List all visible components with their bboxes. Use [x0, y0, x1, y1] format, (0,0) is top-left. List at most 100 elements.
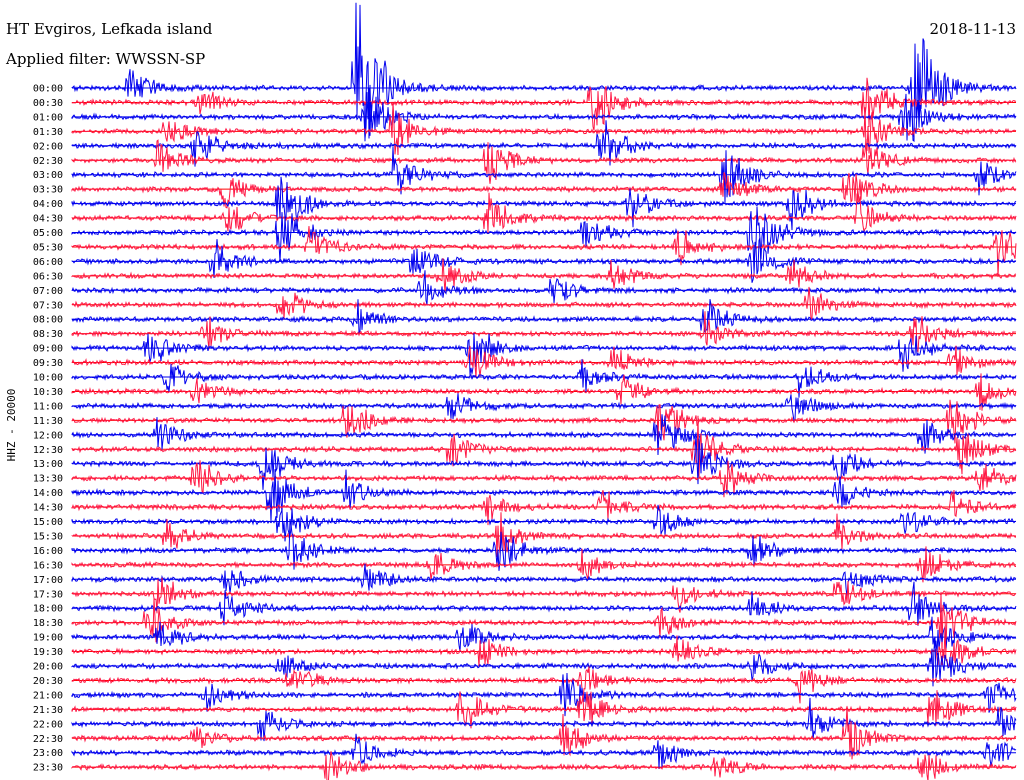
- trace-0100: [71, 87, 1017, 141]
- time-label-1700: 17:00: [33, 575, 63, 586]
- trace-0200: [71, 120, 1017, 167]
- trace-2330: [71, 751, 1017, 780]
- trace-0330: [71, 172, 1017, 209]
- trace-1500: [71, 504, 1016, 542]
- trace-2000: [71, 636, 1017, 687]
- time-label-1600: 16:00: [33, 546, 63, 557]
- trace-1000: [71, 359, 1017, 398]
- time-label-0530: 05:30: [33, 242, 63, 253]
- trace-0930: [71, 345, 1017, 378]
- time-label-2300: 23:00: [33, 748, 63, 759]
- filter-label: Applied filter: WWSSN-SP: [6, 50, 206, 68]
- time-label-2330: 23:30: [33, 763, 63, 774]
- time-label-1000: 10:00: [33, 373, 63, 384]
- trace-1430: [71, 489, 1017, 526]
- time-label-0930: 09:30: [33, 358, 63, 369]
- time-label-2030: 20:30: [33, 676, 63, 687]
- trace-1100: [71, 393, 1017, 423]
- trace-2200: [71, 697, 1017, 742]
- trace-1700: [71, 563, 1017, 597]
- trace-1300: [71, 432, 1017, 490]
- trace-0800: [71, 299, 1017, 334]
- trace-0130: [71, 101, 1017, 156]
- trace-0530: [71, 226, 1017, 277]
- time-label-1400: 14:00: [33, 488, 63, 499]
- trace-0000: [71, 2, 1017, 143]
- trace-1030: [71, 373, 1017, 411]
- time-label-0500: 05:00: [33, 228, 63, 239]
- time-label-0130: 01:30: [33, 127, 63, 138]
- trace-0630: [71, 258, 1017, 293]
- time-label-1330: 13:30: [33, 474, 63, 485]
- time-label-0600: 06:00: [33, 257, 63, 268]
- time-label-0900: 09:00: [33, 344, 63, 355]
- trace-0900: [71, 333, 1017, 375]
- trace-1830: [71, 591, 1017, 653]
- trace-1530: [71, 512, 1016, 558]
- time-label-0430: 04:30: [33, 214, 63, 225]
- time-label-0800: 08:00: [33, 315, 63, 326]
- time-label-0700: 07:00: [33, 286, 63, 297]
- trace-2130: [71, 690, 1017, 729]
- trace-0300: [71, 146, 1017, 203]
- time-label-group: 00:00 00:30 01:00 01:30 02:00 02:30 03:00 03:30…: [33, 84, 63, 774]
- trace-0500: [71, 206, 1017, 272]
- time-label-0730: 07:30: [33, 300, 63, 311]
- time-label-1800: 18:00: [33, 604, 63, 615]
- time-label-2200: 22:00: [33, 719, 63, 730]
- trace-2100: [71, 672, 1017, 717]
- trace-0830: [71, 311, 1017, 353]
- trace-1400: [71, 469, 1017, 522]
- time-label-1530: 15:30: [33, 531, 63, 542]
- time-label-1930: 19:30: [33, 647, 63, 658]
- time-label-2100: 21:00: [33, 690, 63, 701]
- trace-0730: [71, 286, 1017, 321]
- trace-0700: [71, 270, 1017, 305]
- time-label-0400: 04:00: [33, 199, 63, 210]
- time-label-0030: 00:30: [33, 98, 63, 109]
- time-label-1100: 11:00: [33, 401, 63, 412]
- trace-0030: [71, 77, 1017, 131]
- time-label-1730: 17:30: [33, 589, 63, 600]
- time-label-1030: 10:30: [33, 387, 63, 398]
- trace-0600: [71, 237, 1017, 283]
- trace-2230: [71, 706, 1017, 760]
- time-label-0630: 06:30: [33, 271, 63, 282]
- trace-1730: [71, 577, 1017, 614]
- time-label-1230: 12:30: [33, 445, 63, 456]
- station-title: HT Evgiros, Lefkada island: [6, 20, 213, 38]
- trace-1930: [71, 625, 1017, 668]
- time-label-2000: 20:00: [33, 662, 63, 673]
- trace-1200: [71, 414, 1017, 456]
- time-label-1200: 12:00: [33, 430, 63, 441]
- trace-1900: [71, 616, 1017, 656]
- time-label-1130: 11:30: [33, 416, 63, 427]
- time-label-2130: 21:30: [33, 705, 63, 716]
- time-label-0300: 03:00: [33, 170, 63, 181]
- time-label-1430: 14:30: [33, 503, 63, 514]
- time-label-1500: 15:00: [33, 517, 63, 528]
- trace-0400: [71, 176, 1017, 231]
- trace-1130: [71, 399, 1017, 444]
- trace-2300: [71, 733, 1017, 770]
- time-label-1900: 19:00: [33, 633, 63, 644]
- time-label-1300: 13:00: [33, 459, 63, 470]
- trace-1600: [71, 518, 1017, 571]
- time-label-0000: 00:00: [33, 84, 63, 95]
- time-label-2230: 22:30: [33, 734, 63, 745]
- trace-0430: [71, 192, 1017, 234]
- trace-1800: [71, 581, 1017, 626]
- trace-1230: [71, 415, 1017, 477]
- time-label-0100: 01:00: [33, 112, 63, 123]
- time-label-0230: 02:30: [33, 156, 63, 167]
- trace-1630: [71, 546, 1016, 583]
- record-date: 2018-11-13: [929, 20, 1016, 38]
- channel-label: HHZ - 20000: [5, 389, 18, 462]
- time-label-1830: 18:30: [33, 618, 63, 629]
- trace-2030: [71, 666, 1017, 704]
- time-label-1630: 16:30: [33, 560, 63, 571]
- trace-0230: [71, 138, 1017, 184]
- time-label-0830: 08:30: [33, 329, 63, 340]
- time-label-0330: 03:30: [33, 185, 63, 196]
